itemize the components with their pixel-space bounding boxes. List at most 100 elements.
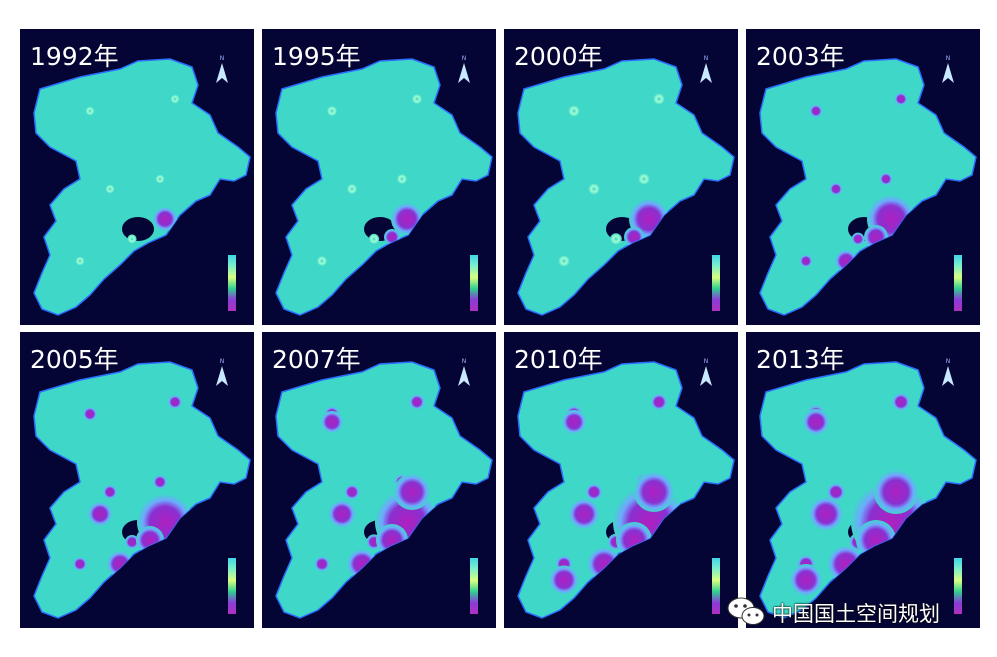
density-hotspot xyxy=(314,556,330,572)
density-hotspot xyxy=(316,255,328,267)
density-hotspot xyxy=(83,407,97,421)
svg-text:N: N xyxy=(462,358,467,365)
svg-text:N: N xyxy=(704,358,709,365)
density-hotspot xyxy=(326,105,338,117)
color-legend xyxy=(464,255,486,313)
density-hotspot xyxy=(568,498,600,530)
year-label: 1995年 xyxy=(272,42,361,71)
density-hotspot xyxy=(346,183,358,195)
north-arrow-icon: N xyxy=(214,356,230,390)
svg-text:N: N xyxy=(946,358,951,365)
legend-color-bar xyxy=(470,558,478,614)
density-hotspot xyxy=(75,256,85,266)
density-hotspot xyxy=(851,232,865,246)
density-hotspot xyxy=(394,474,430,510)
density-hotspot xyxy=(827,483,845,501)
north-arrow-icon: N xyxy=(214,53,230,87)
north-arrow-icon: N xyxy=(698,53,714,87)
density-hotspot xyxy=(168,395,182,409)
density-hotspot xyxy=(153,475,167,489)
density-hotspot xyxy=(894,92,908,106)
region-outline xyxy=(33,361,251,619)
legend-color-bar xyxy=(470,255,478,311)
density-hotspot xyxy=(170,94,180,104)
year-label: 2013年 xyxy=(756,345,845,374)
watermark: 中国国土空间规划 xyxy=(726,596,940,630)
density-hotspot xyxy=(587,547,621,581)
legend-color-bar xyxy=(954,558,962,614)
density-hotspot xyxy=(368,233,380,245)
map-panel: 2010年 N xyxy=(504,332,738,628)
legend-color-bar xyxy=(228,558,236,614)
svg-text:N: N xyxy=(220,55,225,62)
density-hotspot xyxy=(376,524,408,556)
density-hotspot xyxy=(827,545,865,583)
density-map xyxy=(275,361,493,619)
density-hotspot xyxy=(409,394,425,410)
density-hotspot xyxy=(347,549,377,579)
density-hotspot xyxy=(874,470,918,514)
density-hotspot xyxy=(105,184,115,194)
region-outline xyxy=(33,58,251,316)
region-outline xyxy=(275,361,493,619)
map-panel: 1995年 N xyxy=(262,29,496,325)
north-arrow-icon: N xyxy=(456,356,472,390)
density-hotspot xyxy=(790,564,822,596)
north-arrow-icon: N xyxy=(456,53,472,87)
density-map xyxy=(33,58,251,316)
north-arrow-icon: N xyxy=(940,356,956,390)
density-hotspot xyxy=(103,485,117,499)
legend-color-bar xyxy=(228,255,236,311)
density-hotspot xyxy=(127,234,137,244)
color-legend xyxy=(948,558,970,616)
density-hotspot xyxy=(834,249,858,273)
color-legend xyxy=(948,255,970,313)
color-legend xyxy=(222,255,244,313)
density-hotspot xyxy=(562,410,586,434)
map-panel: 2013年 N xyxy=(746,332,980,628)
wechat-icon xyxy=(726,595,766,631)
north-arrow-icon: N xyxy=(698,356,714,390)
density-hotspot xyxy=(411,93,423,105)
density-hotspot xyxy=(809,497,843,531)
density-map xyxy=(275,58,493,316)
density-hotspot xyxy=(396,173,408,185)
map-panel: 2005年 N xyxy=(20,332,254,628)
density-hotspot xyxy=(88,502,112,526)
density-hotspot xyxy=(892,393,910,411)
density-map xyxy=(33,361,251,619)
color-legend xyxy=(706,558,728,616)
density-hotspot xyxy=(568,105,580,117)
color-legend xyxy=(222,558,244,616)
density-hotspot xyxy=(73,557,87,571)
svg-text:N: N xyxy=(704,55,709,62)
density-map xyxy=(517,58,735,316)
year-label: 2003年 xyxy=(756,42,845,71)
density-hotspot xyxy=(809,104,823,118)
north-arrow-icon: N xyxy=(940,53,956,87)
map-panel: 2000年 N xyxy=(504,29,738,325)
legend-color-bar xyxy=(712,255,720,311)
density-hotspot xyxy=(107,551,133,577)
bay-water xyxy=(122,217,154,241)
map-panel: 2007年 N xyxy=(262,332,496,628)
density-hotspot xyxy=(588,183,600,195)
density-hotspot xyxy=(653,93,665,105)
legend-color-bar xyxy=(954,255,962,311)
year-label: 2010年 xyxy=(514,345,603,374)
year-label: 2000年 xyxy=(514,42,603,71)
density-hotspot xyxy=(634,472,674,512)
density-hotspot xyxy=(136,526,164,554)
year-label: 1992年 xyxy=(30,42,119,71)
color-legend xyxy=(464,558,486,616)
map-panel: 2003年 N xyxy=(746,29,980,325)
density-hotspot xyxy=(650,393,668,411)
density-hotspot xyxy=(328,500,356,528)
region-outline xyxy=(759,58,977,316)
density-hotspot xyxy=(85,106,95,116)
density-hotspot xyxy=(155,174,165,184)
density-hotspot xyxy=(803,409,829,435)
density-hotspot xyxy=(585,483,603,501)
density-hotspot xyxy=(610,233,622,245)
watermark-text: 中国国土空间规划 xyxy=(772,602,940,626)
